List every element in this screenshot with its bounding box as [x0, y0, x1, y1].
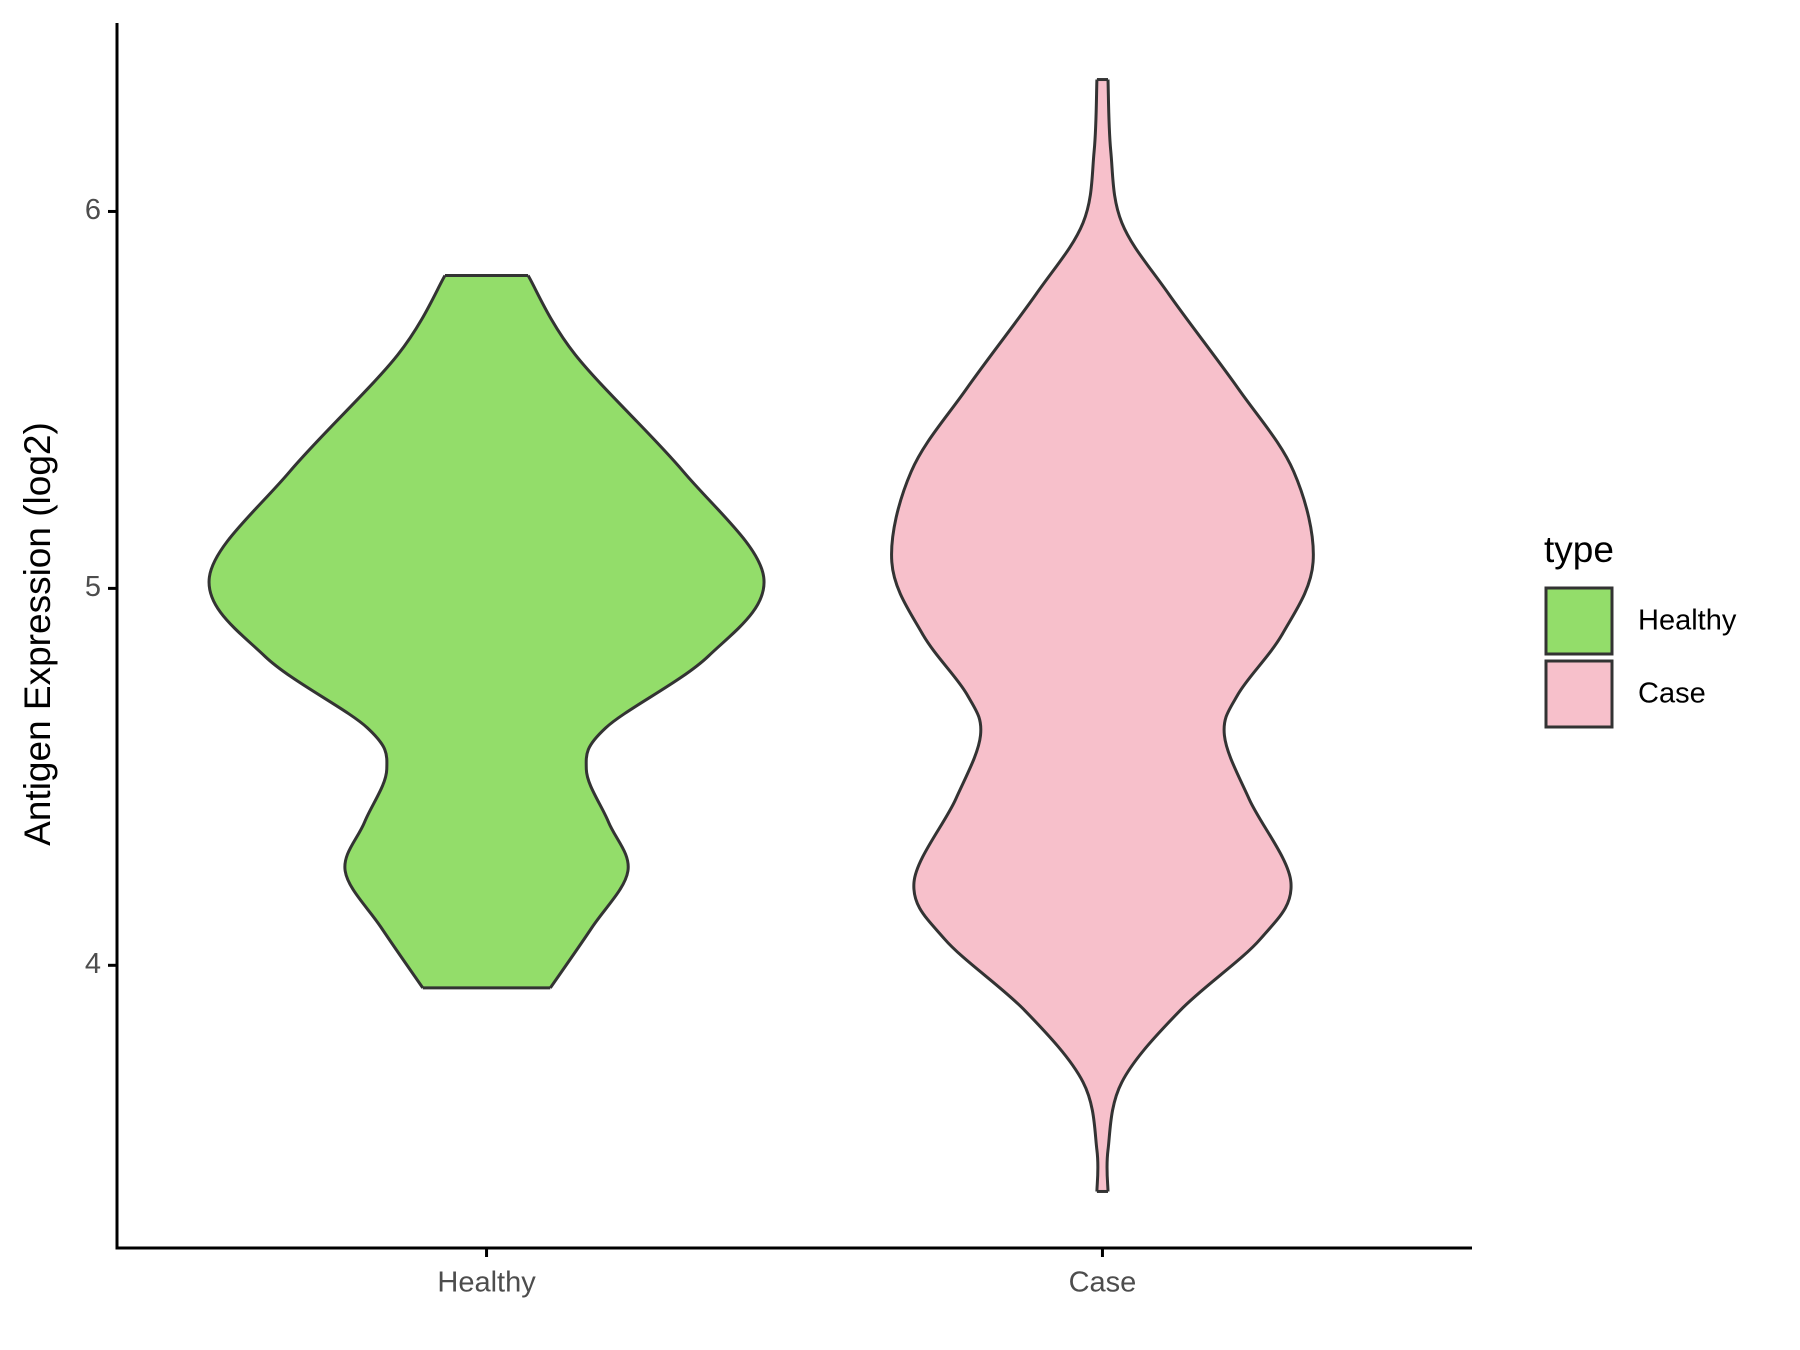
y-axis-title: Antigen Expression (log2)	[17, 422, 58, 846]
y-tick-label: 4	[85, 948, 101, 980]
legend-title: type	[1544, 529, 1614, 570]
violin-body	[891, 79, 1314, 1192]
violin-body	[209, 275, 765, 988]
y-tick-label: 5	[85, 571, 101, 603]
x-tick-label: Healthy	[437, 1267, 536, 1299]
legend-key	[1544, 659, 1614, 729]
legend-label: Case	[1638, 678, 1706, 710]
legend-label: Healthy	[1638, 605, 1737, 637]
violin-outline-right	[526, 274, 766, 989]
violin-outline-left	[207, 274, 447, 989]
violin-outline-right	[1105, 79, 1315, 1192]
legend-key	[1544, 586, 1614, 656]
violin-outline-left	[890, 79, 1100, 1192]
y-tick-label: 6	[85, 194, 101, 226]
x-tick-label: Case	[1069, 1267, 1137, 1299]
